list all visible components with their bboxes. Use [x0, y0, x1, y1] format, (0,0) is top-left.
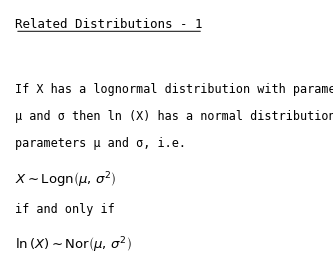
Text: μ and σ then ln (X) has a normal distribution with: μ and σ then ln (X) has a normal distrib… [15, 110, 333, 123]
Text: if and only if: if and only if [15, 203, 115, 216]
Text: $X \sim \mathrm{Logn}\left(\mu,\, \sigma^2\right)$: $X \sim \mathrm{Logn}\left(\mu,\, \sigma… [15, 170, 117, 190]
Text: Related Distributions - 1: Related Distributions - 1 [15, 18, 202, 31]
Text: $\ln\left(X\right) \sim \mathrm{Nor}\left(\mu,\, \sigma^2\right)$: $\ln\left(X\right) \sim \mathrm{Nor}\lef… [15, 235, 132, 255]
Text: If X has a lognormal distribution with parameters: If X has a lognormal distribution with p… [15, 83, 333, 96]
Text: parameters μ and σ, i.e.: parameters μ and σ, i.e. [15, 137, 186, 150]
